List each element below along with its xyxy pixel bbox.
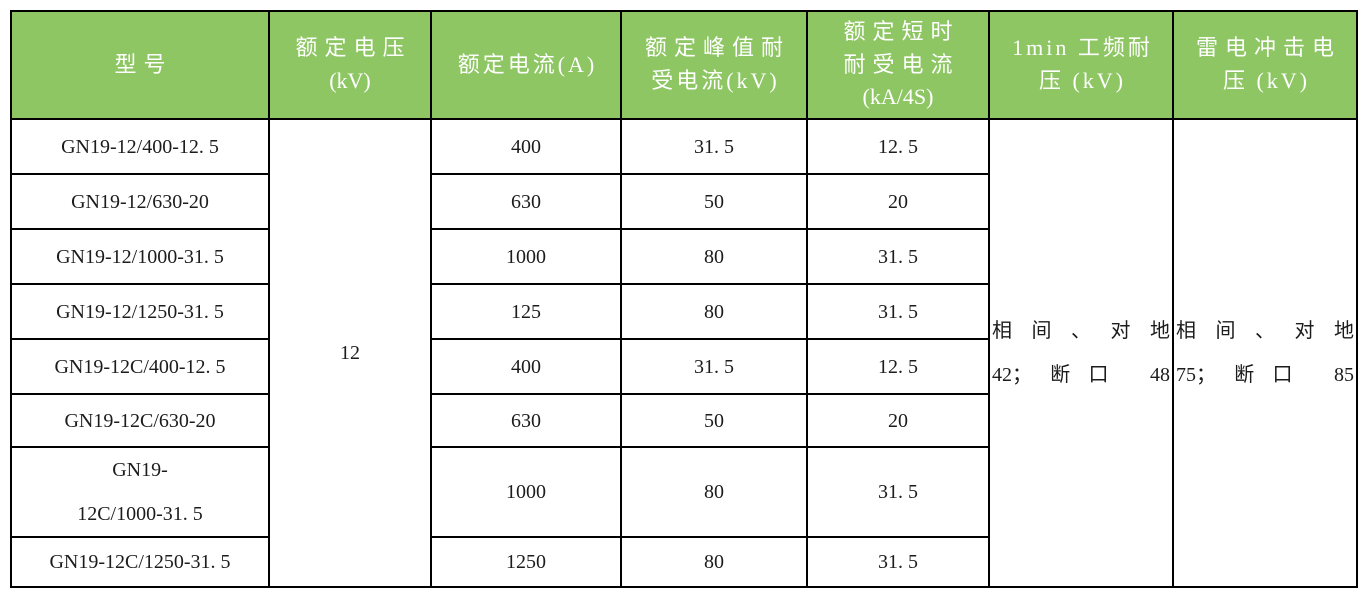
model-cell: GN19-12/1000-31. 5 xyxy=(10,228,270,285)
rated-current-cell: 1000 xyxy=(430,446,622,538)
rated-current-cell: 630 xyxy=(430,173,622,230)
short-time-withstand-cell: 20 xyxy=(806,173,990,230)
rated-current-cell: 400 xyxy=(430,118,622,175)
model-cell: GN19-12/400-12. 5 xyxy=(10,118,270,175)
peak-withstand-cell: 50 xyxy=(620,393,808,448)
peak-withstand-cell: 31. 5 xyxy=(620,118,808,175)
header-short-time-withstand-current: 额定短时 耐受电流 (kA/4S) xyxy=(806,10,990,120)
model-cell: GN19-12C/1250-31. 5 xyxy=(10,536,270,588)
table-row: GN19-12/630-20 630 50 20 xyxy=(10,173,1357,230)
short-time-withstand-cell: 31. 5 xyxy=(806,446,990,538)
header-peak-withstand-current: 额定峰值耐 受电流(kV) xyxy=(620,10,808,120)
table-row: GN19-12C/630-20 630 50 20 xyxy=(10,393,1357,448)
short-time-withstand-cell: 20 xyxy=(806,393,990,448)
peak-withstand-cell: 80 xyxy=(620,283,808,340)
model-cell: GN19- 12C/1000-31. 5 xyxy=(10,446,270,538)
spec-table: 型号 额定电压 (kV) 额定电流(A) 额定峰值耐 受电流(kV) 额定短时 … xyxy=(10,10,1358,588)
power-frequency-withstand-cell: 相间、对地 42；断口 48 xyxy=(988,118,1174,588)
header-model-label: 型号 xyxy=(114,51,173,77)
header-power-frequency-withstand-voltage: 1min 工频耐 压 (kV) xyxy=(988,10,1174,120)
header-rated-current: 额定电流(A) xyxy=(430,10,622,120)
table-row: GN19- 12C/1000-31. 5 1000 80 31. 5 xyxy=(10,446,1357,538)
header-model: 型号 xyxy=(10,10,270,120)
header-row: 型号 额定电压 (kV) 额定电流(A) 额定峰值耐 受电流(kV) 额定短时 … xyxy=(10,10,1358,120)
peak-withstand-cell: 80 xyxy=(620,536,808,588)
table-row: GN19-12C/1250-31. 5 1250 80 31. 5 xyxy=(10,536,1357,588)
rated-voltage-cell: 12 xyxy=(268,118,432,588)
short-time-withstand-cell: 12. 5 xyxy=(806,118,990,175)
rated-current-cell: 630 xyxy=(430,393,622,448)
model-cell: GN19-12/1250-31. 5 xyxy=(10,283,270,340)
spec-table-container: 型号 额定电压 (kV) 额定电流(A) 额定峰值耐 受电流(kV) 额定短时 … xyxy=(10,10,1358,588)
header-rated-voltage: 额定电压 (kV) xyxy=(268,10,432,120)
rated-current-cell: 1250 xyxy=(430,536,622,588)
table-row: GN19-12/400-12. 5 12 400 31. 5 12. 5 相间、… xyxy=(10,118,1358,588)
rated-current-cell: 1000 xyxy=(430,228,622,285)
table-row: GN19-12/1250-31. 5 125 80 31. 5 xyxy=(10,283,1357,340)
short-time-withstand-cell: 12. 5 xyxy=(806,338,990,395)
lightning-impulse-cell: 相间、对地 75；断口 85 xyxy=(1172,118,1358,588)
model-cell: GN19-12C/630-20 xyxy=(10,393,270,448)
table-row: GN19-12C/400-12. 5 400 31. 5 12. 5 xyxy=(10,338,1357,395)
model-cell: GN19-12C/400-12. 5 xyxy=(10,338,270,395)
short-time-withstand-cell: 31. 5 xyxy=(806,283,990,340)
header-lightning-impulse-voltage: 雷电冲击电 压 (kV) xyxy=(1172,10,1358,120)
model-cell: GN19-12/630-20 xyxy=(10,173,270,230)
rated-current-cell: 125 xyxy=(430,283,622,340)
peak-withstand-cell: 31. 5 xyxy=(620,338,808,395)
rated-current-cell: 400 xyxy=(430,338,622,395)
short-time-withstand-cell: 31. 5 xyxy=(806,536,990,588)
peak-withstand-cell: 50 xyxy=(620,173,808,230)
peak-withstand-cell: 80 xyxy=(620,446,808,538)
short-time-withstand-cell: 31. 5 xyxy=(806,228,990,285)
table-row: GN19-12/1000-31. 5 1000 80 31. 5 xyxy=(10,228,1357,285)
peak-withstand-cell: 80 xyxy=(620,228,808,285)
